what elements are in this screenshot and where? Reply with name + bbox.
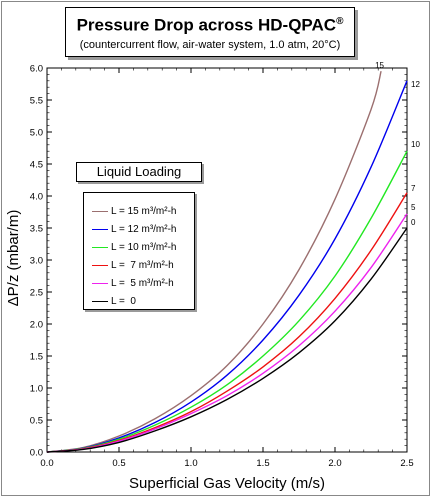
series-end-label-15: 15 (375, 61, 384, 70)
y-tick-label-8: 4.0 (30, 192, 43, 203)
y-tick-label-11: 5.5 (30, 96, 43, 107)
series-end-label-7: 7 (411, 184, 416, 193)
legend-label-7: L = 7 m³/m²-h (111, 260, 174, 271)
y-tick-label-9: 4.5 (30, 160, 43, 171)
series-lines (46, 71, 408, 453)
x-tick-label-2: 1.0 (184, 458, 197, 469)
legend-item-0: L = 0 (92, 295, 136, 309)
y-tick-label-3: 1.5 (30, 352, 43, 363)
chart-title: Pressure Drop across HD-QPAC® (66, 12, 354, 36)
legend-item-10: L = 10 m³/m²-h (92, 241, 176, 255)
y-tick-label-7: 3.5 (30, 224, 43, 235)
title-box: Pressure Drop across HD-QPAC® (countercu… (65, 7, 355, 57)
y-tick-label-6: 3.0 (30, 256, 43, 267)
x-tick-label-1: 0.5 (112, 458, 125, 469)
series-end-label-10: 10 (411, 140, 420, 149)
legend-title: Liquid Loading (76, 162, 202, 182)
legend-label-15: L = 15 m³/m²-h (111, 206, 177, 217)
series-line-15 (46, 71, 382, 453)
series-end-label-0: 0 (411, 218, 416, 227)
y-tick-label-2: 1.0 (30, 384, 43, 395)
legend-label-5: L = 5 m³/m²-h (111, 278, 174, 289)
legend-label-0: L = 0 (111, 296, 136, 307)
legend: L = 15 m³/m²-h L = 12 m³/m²-h L = 10 m³/… (83, 192, 195, 310)
x-axis-label: Superficial Gas Velocity (m/s) (129, 475, 325, 492)
y-tick-label-1: 0.5 (30, 416, 43, 427)
y-tick-label-10: 5.0 (30, 128, 43, 139)
y-tick-label-5: 2.5 (30, 288, 43, 299)
y-tick-label-12: 6.0 (30, 64, 43, 75)
registered-mark: ® (336, 16, 344, 27)
legend-line-0 (92, 300, 108, 302)
legend-label-10: L = 10 m³/m²-h (111, 242, 177, 253)
legend-line-7 (92, 264, 108, 266)
series-end-label-5: 5 (411, 203, 416, 212)
legend-label-12: L = 12 m³/m²-h (111, 224, 177, 235)
chart-title-text: Pressure Drop across HD-QPAC (76, 15, 337, 35)
series-end-labels: 15 12 10 7 5 0 (375, 61, 420, 227)
chart-subtitle: (countercurrent flow, air-water system, … (79, 38, 341, 51)
legend-item-12: L = 12 m³/m²-h (92, 223, 176, 237)
legend-item-7: L = 7 m³/m²-h (92, 259, 174, 273)
legend-item-5: L = 5 m³/m²-h (92, 277, 174, 291)
x-tick-label-3: 1.5 (256, 458, 269, 469)
legend-item-15: L = 15 m³/m²-h (92, 205, 176, 219)
x-tick-label-5: 2.5 (400, 458, 413, 469)
y-tick-label-0: 0.0 (30, 448, 43, 459)
series-line-5 (46, 213, 408, 453)
legend-line-15 (92, 210, 108, 212)
series-line-12 (46, 80, 408, 453)
y-tick-label-4: 2.0 (30, 320, 43, 331)
series-end-label-12: 12 (411, 80, 420, 89)
legend-line-12 (92, 228, 108, 230)
series-line-0 (46, 227, 408, 453)
legend-line-5 (92, 282, 108, 284)
series-line-10 (46, 150, 408, 453)
y-axis-label: ΔP/z (mbar/m) (5, 210, 22, 307)
x-tick-label-0: 0.0 (40, 458, 53, 469)
x-tick-label-4: 2.0 (328, 458, 341, 469)
legend-line-10 (92, 246, 108, 248)
